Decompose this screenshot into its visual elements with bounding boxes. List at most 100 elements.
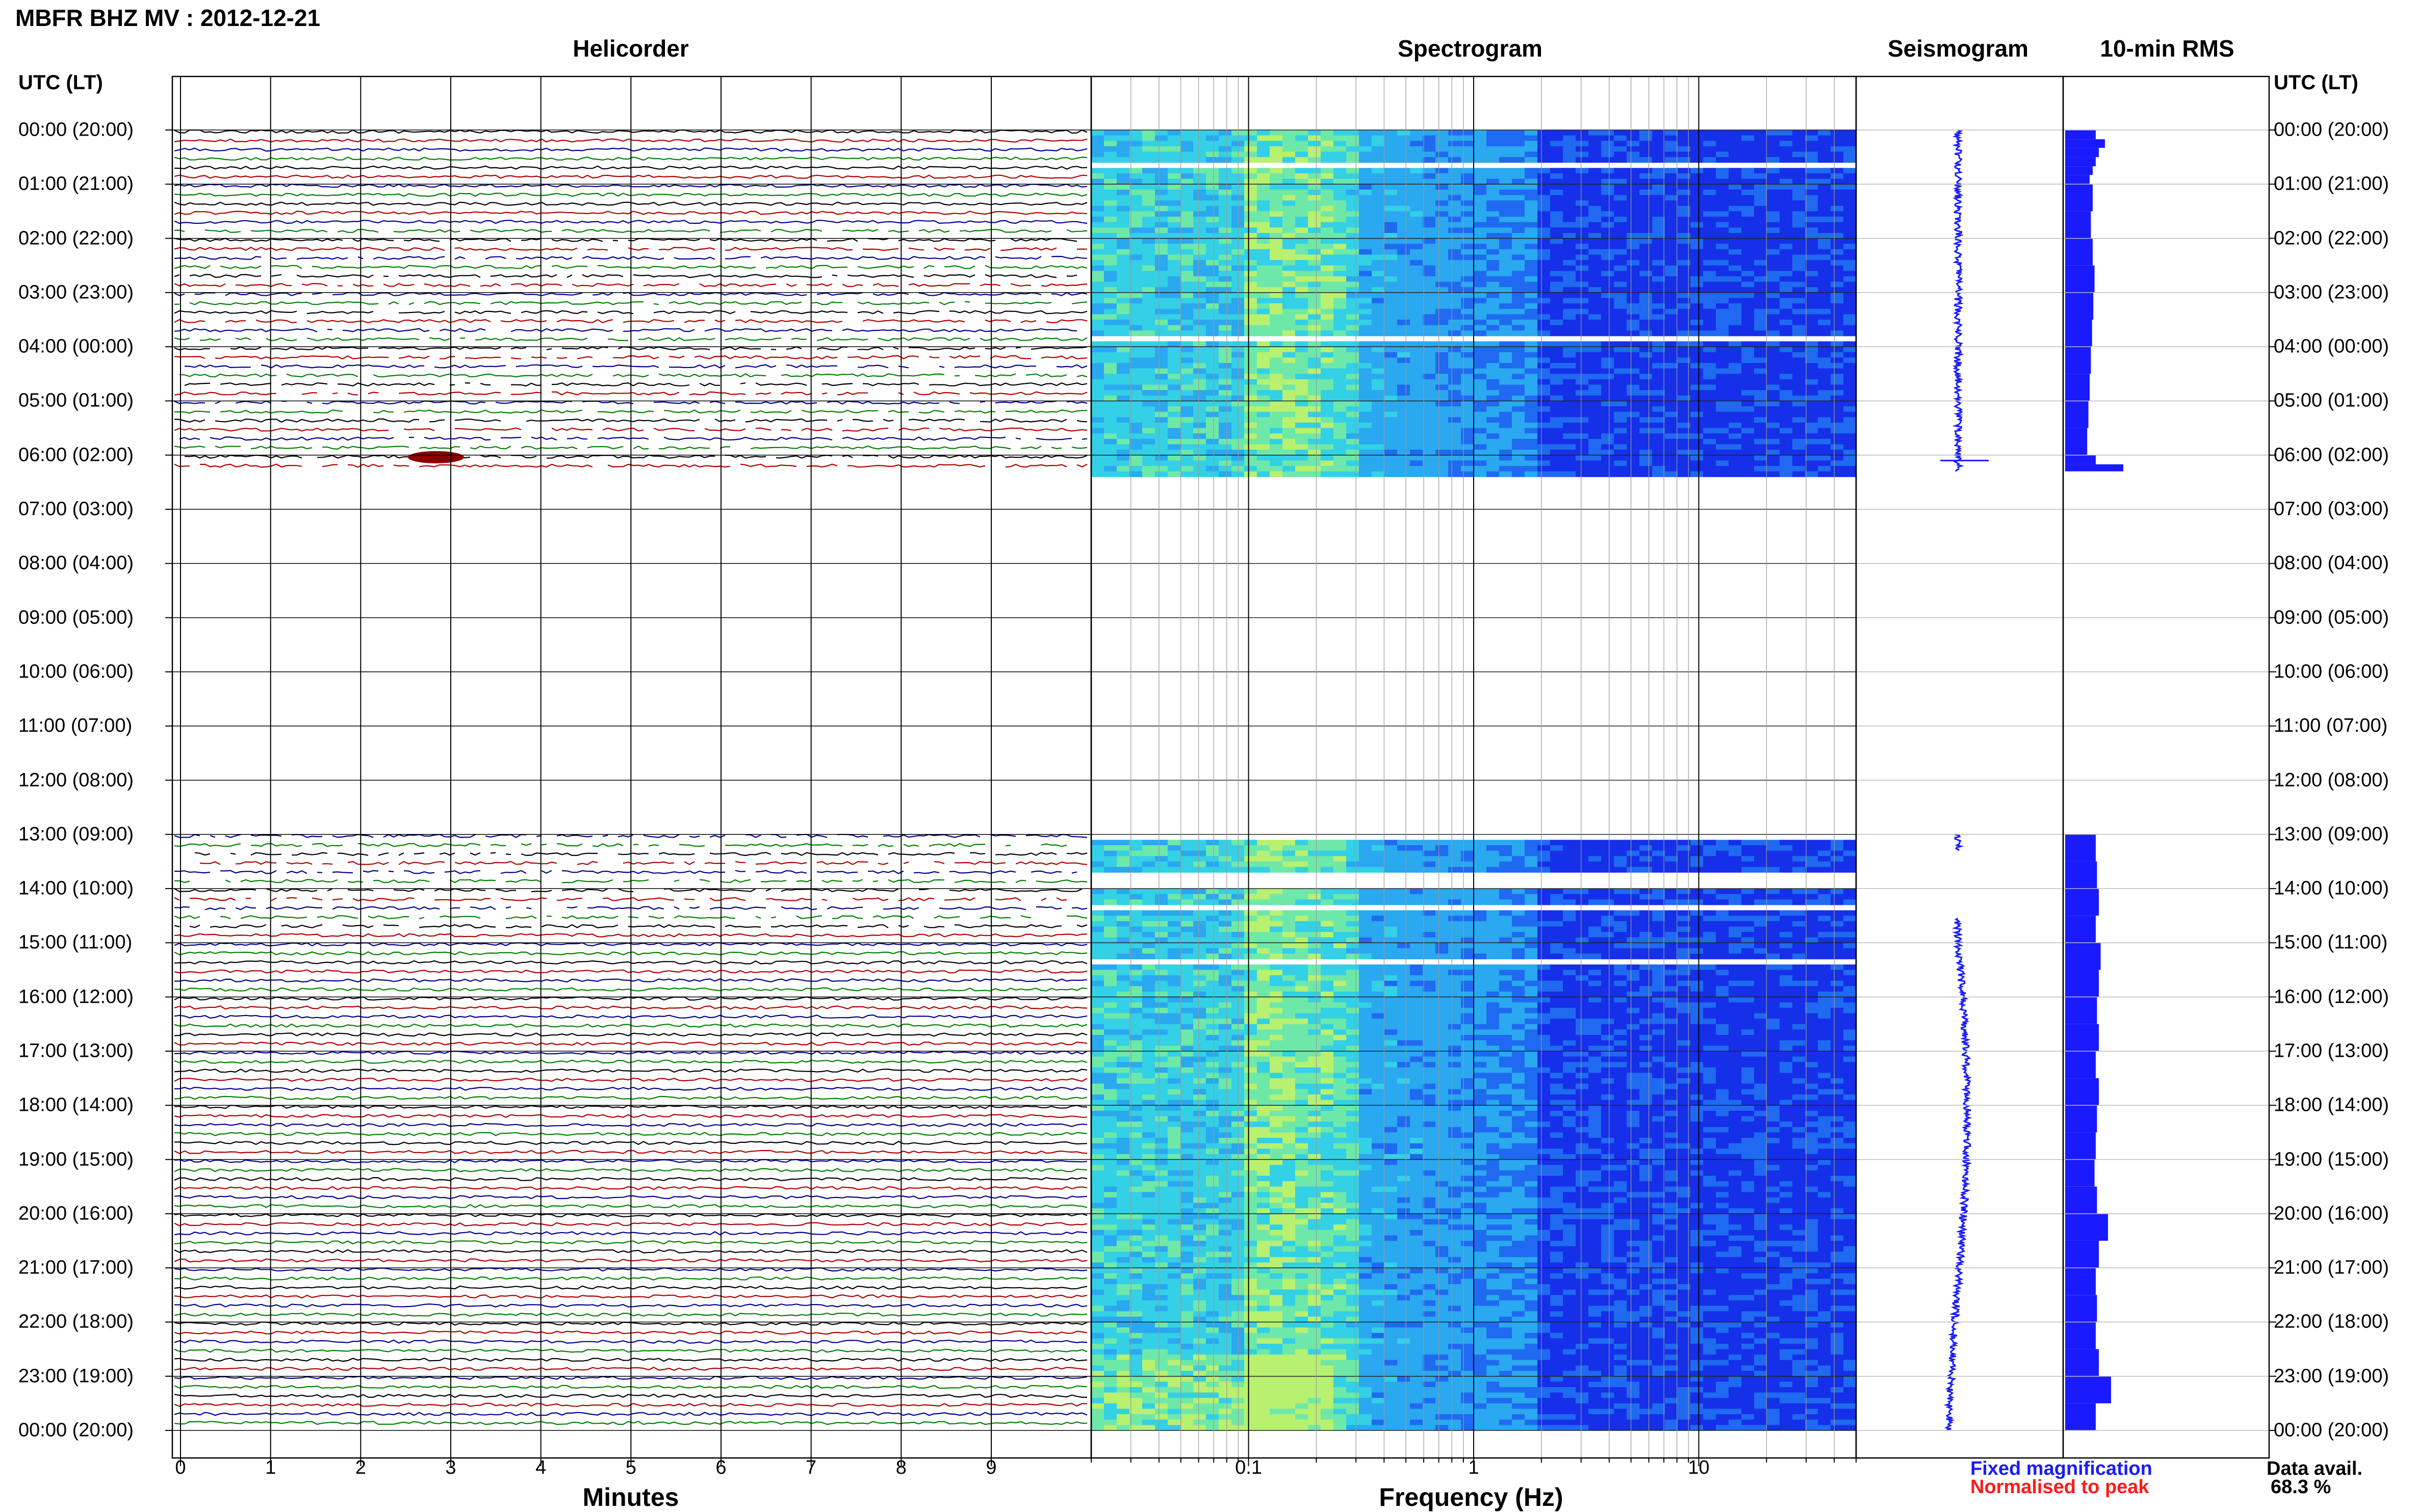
spectrogram-cell bbox=[1129, 845, 1143, 851]
spectrogram-cell bbox=[1576, 135, 1589, 141]
spectrogram-cell bbox=[1321, 260, 1334, 266]
spectrogram-cell bbox=[1104, 450, 1117, 456]
spectrogram-cell bbox=[1690, 254, 1704, 260]
spectrogram-cell bbox=[1474, 450, 1487, 456]
spectrogram-cell bbox=[1690, 308, 1704, 315]
spectrogram-cell bbox=[1091, 889, 1104, 895]
spectrogram-cell bbox=[1601, 308, 1614, 315]
spectrogram-cell bbox=[1588, 850, 1602, 856]
spectrogram-cell bbox=[1435, 867, 1449, 873]
spectrogram-cell bbox=[1601, 178, 1614, 185]
spectrogram-cell bbox=[1129, 384, 1143, 390]
spectrogram-cell bbox=[1321, 921, 1334, 927]
spectrogram-cell bbox=[1104, 937, 1117, 943]
spectrogram-cell bbox=[1359, 357, 1372, 363]
spectrogram-cell bbox=[1792, 151, 1806, 158]
spectrogram-cell bbox=[1321, 352, 1334, 358]
spectrogram-cell bbox=[1627, 845, 1640, 851]
spectrogram-cell bbox=[1678, 151, 1691, 158]
spectrogram-cell bbox=[1168, 368, 1181, 374]
spectrogram-cell bbox=[1372, 303, 1385, 309]
spectrogram-cell bbox=[1512, 254, 1525, 260]
spectrogram-cell bbox=[1155, 395, 1168, 401]
spectrogram-cell bbox=[1525, 932, 1538, 938]
spectrogram-cell bbox=[1397, 347, 1410, 353]
spectrogram-cell bbox=[1435, 146, 1449, 152]
spectrogram-cell bbox=[1792, 287, 1806, 293]
spectrogram-cell bbox=[1780, 861, 1793, 868]
spectrogram-cell bbox=[1129, 281, 1143, 288]
spectrogram-cell bbox=[1129, 889, 1143, 895]
spectrogram-cell bbox=[1474, 428, 1487, 434]
spectrogram-cell bbox=[1333, 195, 1347, 201]
spectrogram-cell bbox=[1499, 899, 1512, 905]
helicorder-trace bbox=[174, 301, 1088, 305]
spectrogram-cell bbox=[1703, 205, 1716, 212]
spectrogram-cell bbox=[1678, 411, 1691, 418]
spectrogram-cell bbox=[1448, 254, 1461, 260]
spectrogram-cell bbox=[1193, 910, 1206, 916]
spectrogram-cell bbox=[1295, 271, 1308, 277]
spectrogram-cell bbox=[1091, 314, 1104, 320]
spectrogram-cell bbox=[1155, 135, 1168, 141]
spectrogram-cell bbox=[1486, 260, 1500, 266]
spectrogram-cell bbox=[1359, 943, 1372, 949]
spectrogram-cell bbox=[1525, 347, 1538, 353]
spectrogram-cell bbox=[1244, 423, 1257, 429]
spectrogram-cell bbox=[1639, 130, 1653, 136]
spectrogram-cell bbox=[1537, 406, 1551, 412]
spectrogram-cell bbox=[1831, 438, 1844, 445]
spectrogram-cell bbox=[1168, 444, 1181, 450]
spectrogram-cell bbox=[1321, 222, 1334, 228]
spectrogram-cell bbox=[1142, 867, 1155, 873]
spectrogram-cell bbox=[1652, 889, 1665, 895]
spectrogram-cell bbox=[1563, 341, 1576, 347]
spectrogram-cell bbox=[1219, 320, 1232, 326]
spectrogram-cell bbox=[1576, 303, 1589, 309]
spectrogram-cell bbox=[1576, 320, 1589, 326]
spectrogram-cell bbox=[1155, 249, 1168, 255]
spectrogram-cell bbox=[1474, 363, 1487, 369]
spectrogram-cell bbox=[1257, 151, 1270, 158]
spectrogram-cell bbox=[1155, 867, 1168, 873]
spectrogram-cell bbox=[1627, 943, 1640, 949]
spectrogram-cell bbox=[1117, 151, 1130, 158]
spectrogram-cell bbox=[1767, 146, 1780, 152]
spectrogram-cell bbox=[1690, 455, 1704, 461]
spectrogram-cell bbox=[1818, 341, 1831, 347]
spectrogram-cell bbox=[1295, 850, 1308, 856]
spectrogram-cell bbox=[1333, 850, 1347, 856]
spectrogram-cell bbox=[1129, 471, 1143, 477]
spectrogram-cell bbox=[1384, 937, 1398, 943]
spectrogram-cell bbox=[1652, 151, 1665, 158]
spectrogram-cell bbox=[1576, 840, 1589, 846]
spectrogram-cell bbox=[1410, 260, 1423, 266]
spectrogram-cell bbox=[1448, 184, 1461, 190]
spectrogram-cell bbox=[1384, 374, 1398, 380]
spectrogram-cell bbox=[1448, 926, 1461, 932]
spectrogram-cell bbox=[1843, 932, 1857, 938]
spectrogram-cell bbox=[1435, 953, 1449, 959]
spectrogram-cell bbox=[1512, 932, 1525, 938]
spectrogram-cell bbox=[1805, 211, 1818, 217]
spectrogram-cell bbox=[1168, 932, 1181, 938]
spectrogram-cell bbox=[1155, 460, 1168, 466]
spectrogram-cell bbox=[1384, 168, 1398, 174]
spectrogram-cell bbox=[1716, 135, 1729, 141]
spectrogram-cell bbox=[1486, 926, 1500, 932]
spectrogram-cell bbox=[1601, 444, 1614, 450]
spectrogram-cell bbox=[1499, 189, 1512, 196]
spectrogram-cell bbox=[1206, 423, 1219, 429]
spectrogram-cell bbox=[1117, 292, 1130, 299]
spectrogram-cell bbox=[1333, 856, 1347, 862]
spectrogram-cell bbox=[1818, 184, 1831, 190]
spectrogram-cell bbox=[1537, 325, 1551, 331]
spectrogram-cell bbox=[1091, 444, 1104, 450]
spectrogram-cell bbox=[1333, 260, 1347, 266]
spectrogram-cell bbox=[1601, 195, 1614, 201]
spectrogram-cell bbox=[1588, 943, 1602, 949]
spectrogram-cell bbox=[1576, 347, 1589, 353]
spectrogram-cell bbox=[1512, 910, 1525, 916]
spectrogram-cell bbox=[1780, 135, 1793, 141]
spectrogram-cell bbox=[1741, 249, 1755, 255]
